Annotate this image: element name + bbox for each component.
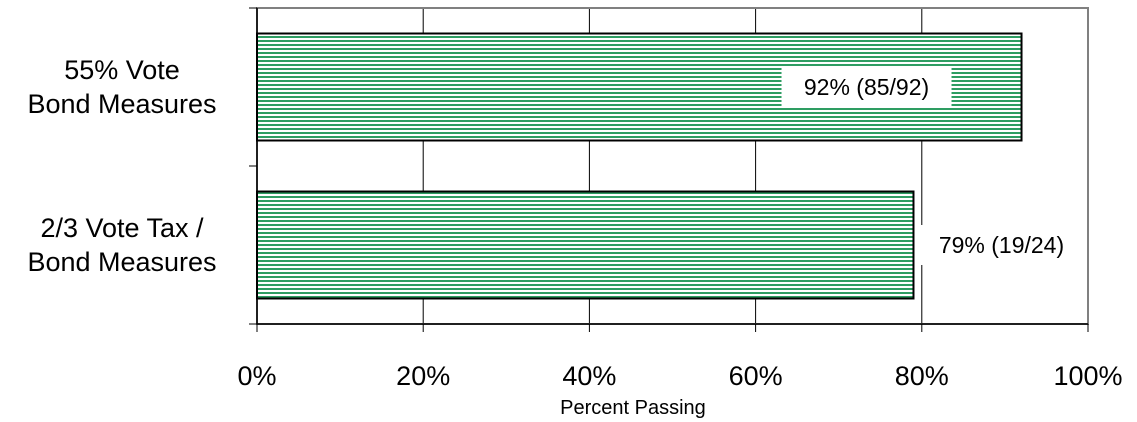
x-tick-label: 40% bbox=[562, 361, 616, 391]
category-label: 2/3 Vote Tax / Bond Measures bbox=[27, 213, 216, 277]
data-label: 92% (85/92) bbox=[804, 74, 929, 100]
x-tick-label: 60% bbox=[729, 361, 783, 391]
data-label: 79% (19/24) bbox=[939, 232, 1064, 258]
x-tick-label: 80% bbox=[895, 361, 949, 391]
x-tick-labels: 0% 20% 40% 60% 80% 100% bbox=[237, 361, 1122, 391]
data-label-background bbox=[781, 67, 952, 107]
x-tick-label: 0% bbox=[237, 361, 276, 391]
category-labels: 55% Vote Bond Measures 2/3 Vote Tax / Bond … bbox=[27, 55, 216, 277]
bar bbox=[256, 190, 915, 300]
x-axis-title: Percent Passing bbox=[560, 397, 706, 419]
axes bbox=[249, 7, 1089, 332]
x-tick-label: 100% bbox=[1053, 361, 1122, 391]
bars: 92% (85/92) 79% (19/24) bbox=[256, 32, 1087, 300]
category-label: 55% Vote Bond Measures bbox=[27, 55, 216, 119]
x-tick-label: 20% bbox=[396, 361, 450, 391]
data-label-background bbox=[916, 225, 1087, 265]
